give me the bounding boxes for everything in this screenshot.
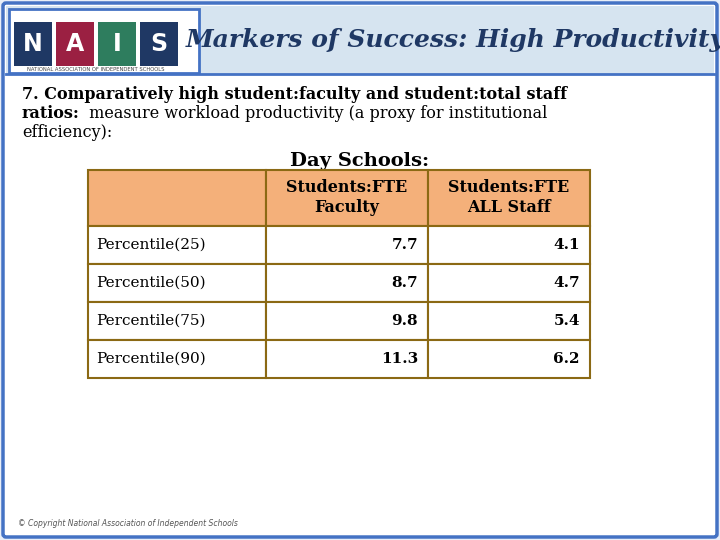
Text: 8.7: 8.7	[392, 276, 418, 290]
Bar	[98, 22, 136, 66]
Text: Faculty: Faculty	[315, 199, 379, 217]
Text: S: S	[150, 32, 168, 56]
Bar	[14, 22, 52, 66]
Text: Students:FTE: Students:FTE	[449, 179, 570, 197]
Bar	[88, 170, 266, 226]
Text: Percentile(50): Percentile(50)	[96, 276, 206, 290]
Bar	[428, 170, 590, 226]
Bar	[88, 302, 266, 340]
Bar	[56, 22, 94, 66]
Text: Percentile(25): Percentile(25)	[96, 238, 206, 252]
Bar	[266, 170, 428, 226]
Bar	[266, 264, 428, 302]
Text: efficiency):: efficiency):	[22, 124, 112, 141]
Text: ALL Staff: ALL Staff	[467, 199, 551, 217]
Bar	[428, 264, 590, 302]
Text: measure workload productivity (a proxy for institutional: measure workload productivity (a proxy f…	[84, 105, 547, 122]
Bar	[6, 6, 714, 74]
Bar	[428, 340, 590, 378]
Text: 7. Comparatively high student:faculty and student:total staff: 7. Comparatively high student:faculty an…	[22, 86, 567, 103]
Text: N: N	[23, 32, 43, 56]
Text: Day Schools:: Day Schools:	[290, 152, 430, 170]
Bar	[266, 226, 428, 264]
Bar	[266, 302, 428, 340]
FancyBboxPatch shape	[3, 3, 717, 537]
Text: 4.7: 4.7	[554, 276, 580, 290]
Bar	[428, 302, 590, 340]
Text: ratios:: ratios:	[22, 105, 80, 122]
Text: 7.7: 7.7	[392, 238, 418, 252]
Text: Students:FTE: Students:FTE	[287, 179, 408, 197]
Text: I: I	[112, 32, 122, 56]
Text: 9.8: 9.8	[392, 314, 418, 328]
Bar	[266, 340, 428, 378]
Text: A: A	[66, 32, 84, 56]
Text: © Copyright National Association of Independent Schools: © Copyright National Association of Inde…	[18, 519, 238, 528]
Bar	[428, 226, 590, 264]
Bar	[88, 226, 266, 264]
Text: Percentile(75): Percentile(75)	[96, 314, 205, 328]
Text: 11.3: 11.3	[381, 352, 418, 366]
Text: Percentile(90): Percentile(90)	[96, 352, 206, 366]
Bar	[88, 264, 266, 302]
Text: 6.2: 6.2	[554, 352, 580, 366]
Bar	[140, 22, 178, 66]
Text: 4.1: 4.1	[554, 238, 580, 252]
Text: NATIONAL ASSOCIATION OF INDEPENDENT SCHOOLS: NATIONAL ASSOCIATION OF INDEPENDENT SCHO…	[27, 67, 165, 72]
Text: 5.4: 5.4	[554, 314, 580, 328]
FancyBboxPatch shape	[9, 9, 199, 73]
Bar	[88, 340, 266, 378]
Text: Markers of Success: High Productivity: Markers of Success: High Productivity	[186, 28, 720, 52]
